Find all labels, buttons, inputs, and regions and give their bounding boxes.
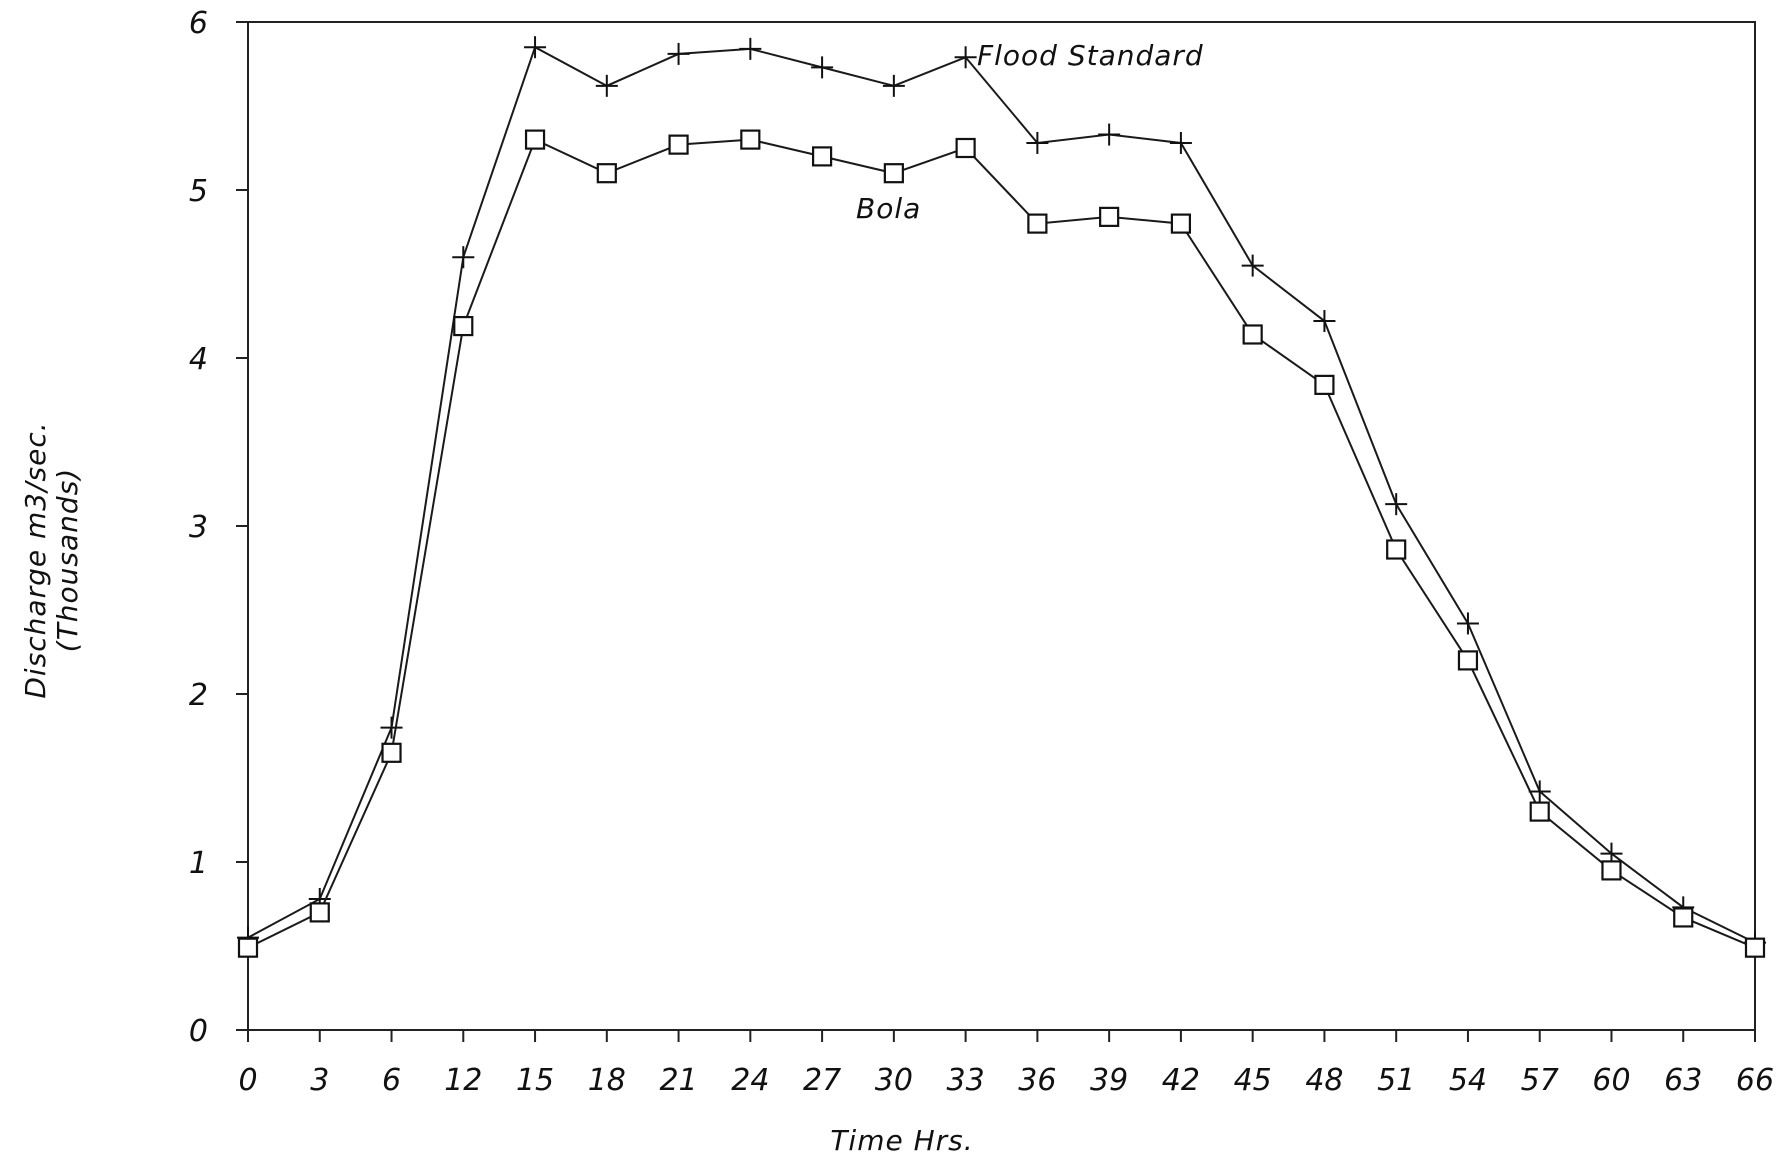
point-bola xyxy=(883,163,904,184)
plot-border xyxy=(247,21,1756,1031)
x-tick-label: 24 xyxy=(731,1063,769,1098)
point-flood-standard xyxy=(667,42,690,65)
point-bola xyxy=(596,163,617,184)
point-bola xyxy=(1601,860,1622,881)
point-bola xyxy=(811,146,833,167)
point-bola xyxy=(955,137,976,159)
point-bola xyxy=(524,129,546,150)
point-flood-standard xyxy=(1026,131,1049,154)
point-bola xyxy=(237,937,259,958)
x-tick-label: 0 xyxy=(238,1063,257,1098)
y-tick-label: 2 xyxy=(189,678,208,713)
x-tick-label: 36 xyxy=(1018,1063,1056,1098)
point-bola xyxy=(1314,374,1335,395)
x-tick-label: 3 xyxy=(310,1063,329,1098)
point-bola xyxy=(453,315,474,337)
x-tick-label: 39 xyxy=(1090,1063,1128,1098)
point-flood-standard xyxy=(452,246,475,269)
x-tick-label: 18 xyxy=(588,1063,626,1098)
point-bola xyxy=(1242,324,1263,345)
point-flood-standard xyxy=(882,74,905,97)
y-tick-label: 1 xyxy=(189,846,208,881)
x-axis: 0 3 6 12 15 18 21 24 27 30 33 36 39 42 45 48 51 54 57 60 63 6… xyxy=(238,1030,1774,1098)
x-tick-label: 30 xyxy=(875,1063,913,1098)
series-label-bola: Bola xyxy=(856,192,921,225)
x-tick-label: 21 xyxy=(659,1063,697,1098)
x-tick-label: 48 xyxy=(1305,1063,1343,1098)
point-bola xyxy=(1170,213,1192,234)
y-tick-label: 0 xyxy=(189,1014,208,1049)
point-flood-standard xyxy=(595,74,618,97)
series-line-bola xyxy=(247,138,1756,949)
point-bola xyxy=(309,902,330,923)
x-tick-label: 12 xyxy=(444,1063,482,1098)
point-bola xyxy=(1529,801,1550,822)
series-layer xyxy=(237,36,1766,958)
x-tick-label: 6 xyxy=(382,1063,401,1098)
point-bola xyxy=(1673,907,1694,928)
point-bola xyxy=(1027,213,1048,234)
y-axis-title: Discharge m3/sec. xyxy=(19,421,52,698)
x-tick-label: 63 xyxy=(1664,1063,1702,1098)
x-tick-label: 15 xyxy=(516,1063,554,1098)
point-flood-standard xyxy=(1528,780,1551,803)
point-flood-standard xyxy=(1241,254,1264,277)
point-flood-standard xyxy=(1385,493,1408,516)
x-tick-label: 42 xyxy=(1162,1063,1200,1098)
point-flood-standard xyxy=(1456,612,1479,635)
point-bola xyxy=(1457,650,1479,671)
point-bola xyxy=(668,134,689,155)
point-flood-standard xyxy=(739,37,762,60)
y-axis-unit: (Thousands) xyxy=(51,468,84,652)
point-bola xyxy=(381,742,402,763)
point-flood-standard xyxy=(811,56,834,79)
point-flood-standard xyxy=(1169,131,1192,154)
y-tick-label: 5 xyxy=(189,174,208,209)
point-bola xyxy=(1386,539,1407,560)
point-flood-standard xyxy=(380,716,403,739)
x-tick-label: 27 xyxy=(803,1063,841,1098)
x-tick-label: 54 xyxy=(1449,1063,1487,1098)
y-tick-label: 6 xyxy=(189,6,208,41)
x-axis-title: Time Hrs. xyxy=(830,1124,973,1157)
y-tick-label: 3 xyxy=(189,510,208,545)
point-flood-standard xyxy=(1313,310,1336,333)
x-tick-label: 66 xyxy=(1736,1063,1774,1098)
point-bola xyxy=(1099,206,1120,227)
point-bola xyxy=(1744,937,1766,958)
series-line-flood-standard xyxy=(247,45,1756,944)
y-axis: 0 1 2 3 4 5 6 xyxy=(189,6,248,1049)
point-bola xyxy=(740,129,761,150)
x-tick-label: 51 xyxy=(1377,1063,1415,1098)
x-tick-label: 33 xyxy=(947,1063,985,1098)
series-label-flood-standard: Flood Standard xyxy=(977,39,1204,72)
plot-frame xyxy=(247,21,1756,1031)
point-flood-standard xyxy=(524,36,547,59)
point-flood-standard xyxy=(954,46,977,69)
x-tick-label: 45 xyxy=(1234,1063,1272,1098)
x-tick-label: 57 xyxy=(1521,1063,1559,1098)
point-flood-standard xyxy=(1098,123,1121,146)
y-tick-label: 4 xyxy=(189,342,208,377)
x-tick-label: 60 xyxy=(1592,1063,1630,1098)
